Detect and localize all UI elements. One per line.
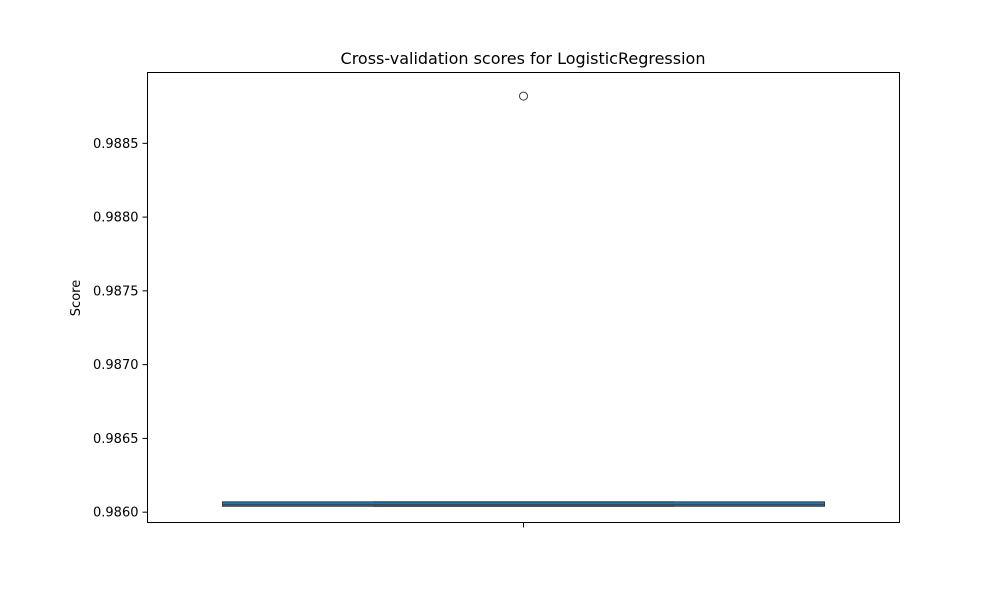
y-axis-ticks: 0.9860 0.9865 0.9870 0.9875 0.9880 0.9885 xyxy=(93,137,148,521)
plot-frame xyxy=(147,72,900,523)
y-axis-label: Score xyxy=(69,280,84,316)
y-tick-label: 0.9860 xyxy=(93,506,139,521)
y-tick-label: 0.9865 xyxy=(93,432,139,447)
chart-title: Cross-validation scores for LogisticRegr… xyxy=(341,49,706,68)
box-iqr xyxy=(222,501,825,507)
boxplot xyxy=(222,91,825,507)
y-tick-label: 0.9880 xyxy=(93,211,139,226)
y-tick-label: 0.9870 xyxy=(93,358,139,373)
y-tick-label: 0.9885 xyxy=(93,137,139,152)
y-tick-label: 0.9875 xyxy=(93,284,139,299)
outlier-point xyxy=(519,91,528,101)
